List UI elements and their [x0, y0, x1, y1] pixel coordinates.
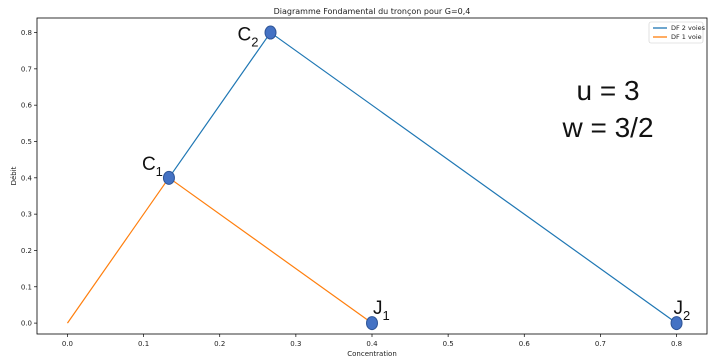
y-tick-label: 0.4	[21, 174, 33, 182]
legend: DF 2 voies DF 1 voie	[648, 21, 706, 44]
annotation-u: u = 3	[576, 75, 639, 106]
x-tick-label: 0.4	[366, 340, 378, 348]
x-tick-label: 0.1	[138, 340, 149, 348]
chart-title: Diagramme Fondamental du tronçon pour G=…	[274, 7, 471, 16]
y-axis-label: Débit	[10, 166, 18, 185]
point-marker-c1	[162, 170, 175, 185]
y-tick-label: 0.8	[21, 29, 32, 37]
y-tick-label: 0.3	[21, 211, 32, 219]
point-marker-j2	[670, 316, 683, 331]
y-tick-label: 0.1	[21, 283, 32, 291]
x-tick-label: 0.2	[214, 340, 225, 348]
legend-label-2-voies: DF 2 voies	[671, 24, 706, 32]
x-axis-label: Concentration	[347, 350, 397, 358]
y-tick-label: 0.7	[21, 65, 32, 73]
plot-area	[36, 17, 708, 335]
x-tick-label: 0.8	[671, 340, 682, 348]
legend-label-1-voie: DF 1 voie	[671, 33, 702, 41]
x-tick-label: 0.7	[595, 340, 606, 348]
x-tick-label: 0.0	[62, 340, 73, 348]
axis-ticks: 0.0 0.1 0.2 0.3 0.4 0.5 0.6 0.7 0.8 0.0 0.1 0.2 0.3 0…	[21, 29, 682, 348]
y-tick-label: 0.2	[21, 247, 32, 255]
annotation-w: w = 3/2	[561, 112, 653, 143]
point-marker-j1	[366, 316, 378, 331]
x-tick-label: 0.5	[443, 340, 454, 348]
y-tick-label: 0.5	[21, 138, 32, 146]
y-tick-label: 0.0	[21, 320, 32, 328]
legend-box	[648, 21, 704, 44]
y-tick-label: 0.6	[21, 102, 33, 110]
x-tick-label: 0.3	[290, 340, 301, 348]
x-tick-label: 0.6	[519, 340, 531, 348]
point-marker-c2	[264, 25, 277, 40]
